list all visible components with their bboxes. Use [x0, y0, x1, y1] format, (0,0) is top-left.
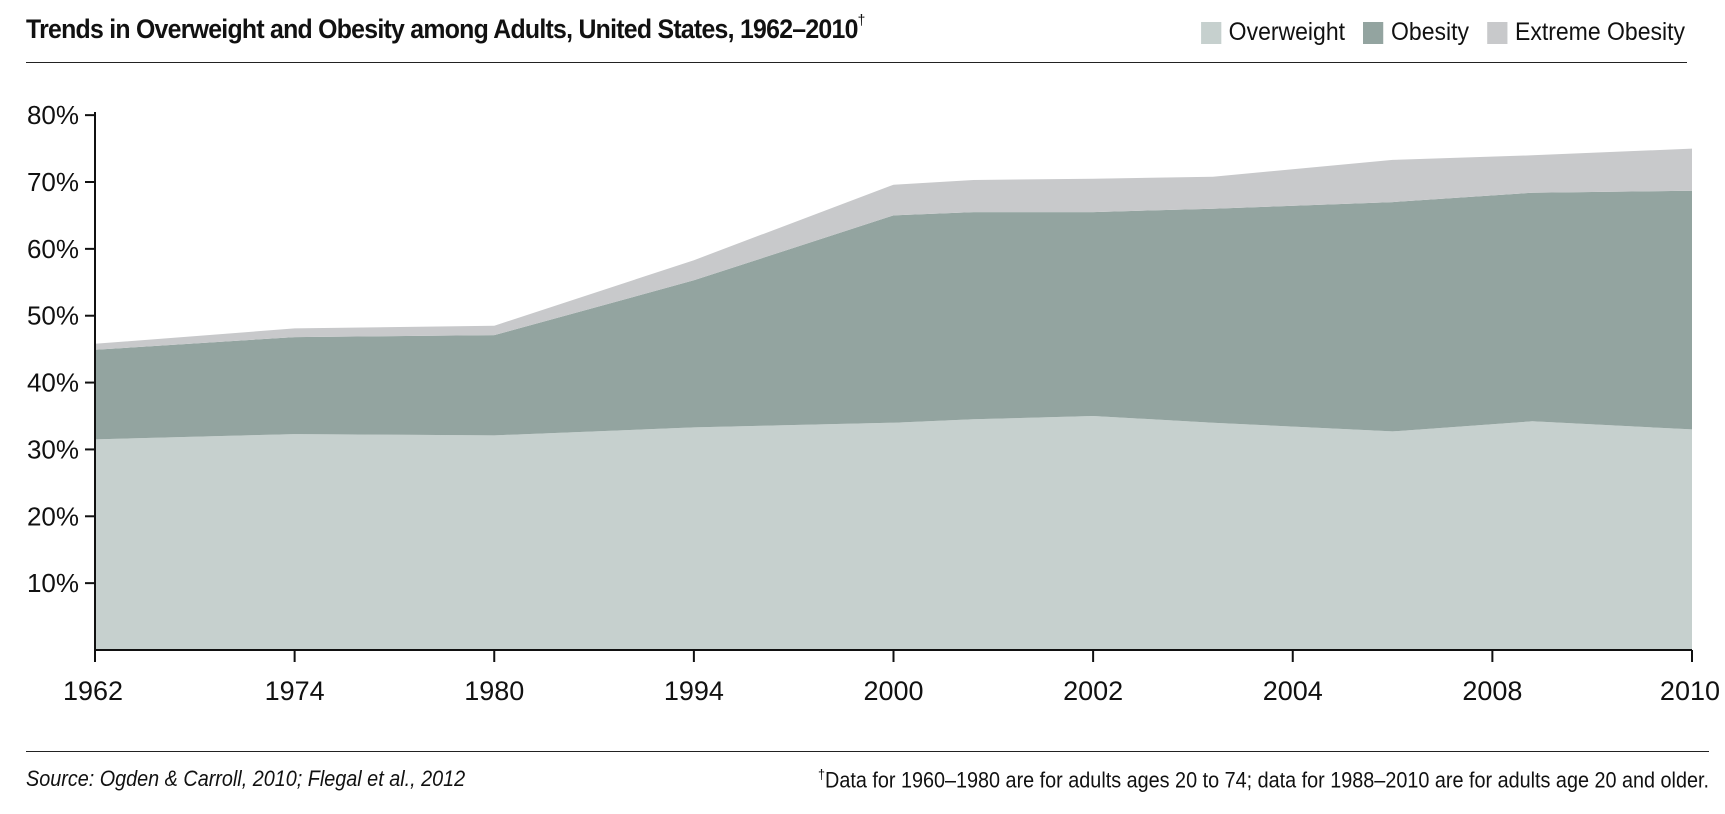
legend-item-obesity: Obesity: [1363, 18, 1469, 47]
chart-title: Trends in Overweight and Obesity among A…: [26, 12, 866, 45]
legend-swatch-overweight: [1201, 21, 1222, 44]
footnote-text: Data for 1960–1980 are for adults ages 2…: [825, 767, 1709, 793]
y-tick-label: 50%: [27, 301, 79, 331]
x-tick-label: 1980: [464, 676, 524, 706]
footer-divider: [26, 751, 1709, 752]
source-note: Source: Ogden & Carroll, 2010; Flegal et…: [26, 766, 466, 791]
y-tick-label: 30%: [27, 434, 79, 464]
legend-label-extreme-obesity: Extreme Obesity: [1515, 18, 1685, 46]
y-tick-label: 80%: [27, 100, 79, 130]
title-footnote-mark: †: [857, 12, 866, 29]
x-tick-label: 2000: [863, 676, 923, 706]
legend-label-obesity: Obesity: [1391, 18, 1470, 46]
legend-item-extreme-obesity: Extreme Obesity: [1487, 18, 1685, 47]
legend-swatch-extreme-obesity: [1487, 21, 1508, 44]
area-extreme-obesity: [95, 148, 1692, 350]
footnote-mark: †: [818, 766, 826, 782]
x-tick-label: 2002: [1063, 676, 1123, 706]
y-tick-label: 20%: [27, 501, 79, 531]
area-obesity: [95, 190, 1692, 440]
area-overweight: [95, 416, 1692, 650]
x-tick-label: 2008: [1462, 676, 1522, 706]
x-tick-label: 1962: [63, 676, 123, 706]
legend-label-overweight: Overweight: [1228, 18, 1346, 46]
x-tick-label: 1994: [664, 676, 724, 706]
x-tick-label: 2010: [1660, 676, 1720, 706]
legend-swatch-obesity: [1363, 21, 1384, 44]
chart-title-text: Trends in Overweight and Obesity among A…: [26, 14, 858, 44]
footnote: †Data for 1960–1980 are for adults ages …: [818, 766, 1709, 793]
stacked-area-chart: 10% 20% 30% 40% 50% 60% 70% 80% 1962 1974 1980 1994…: [27, 100, 1720, 706]
y-tick-label: 40%: [27, 368, 79, 398]
x-tick-label: 2004: [1263, 676, 1323, 706]
y-tick-label: 60%: [27, 234, 79, 264]
y-tick-label: 10%: [27, 568, 79, 598]
legend-item-overweight: Overweight: [1201, 18, 1345, 47]
y-tick-label: 70%: [27, 167, 79, 197]
title-divider: [26, 62, 1687, 63]
x-tick-label: 1974: [265, 676, 325, 706]
chart-legend: Overweight Obesity Extreme Obesity: [1201, 18, 1685, 47]
